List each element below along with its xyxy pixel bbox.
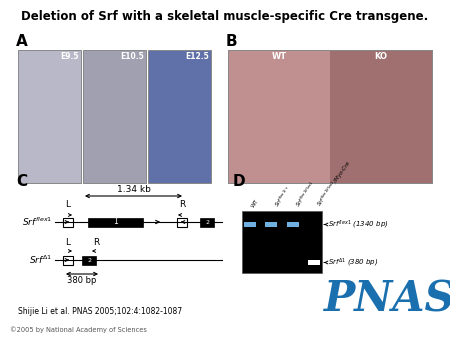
Text: $Srf^{flex1/flex1}$: $Srf^{flex1/flex1}$ — [294, 179, 319, 209]
Text: 2: 2 — [87, 258, 91, 263]
Bar — [308, 260, 320, 265]
Bar — [177, 217, 187, 226]
Text: R: R — [93, 238, 99, 247]
Bar — [88, 217, 143, 226]
Bar — [228, 50, 330, 183]
Bar — [18, 50, 81, 183]
Text: E9.5: E9.5 — [60, 52, 79, 61]
Text: $Srf^{flex1}$ (1340 bp): $Srf^{flex1}$ (1340 bp) — [328, 218, 388, 231]
Text: ©2005 by National Academy of Sciences: ©2005 by National Academy of Sciences — [10, 326, 147, 333]
Text: C: C — [16, 174, 27, 189]
Bar — [148, 50, 211, 183]
Bar — [228, 50, 432, 183]
Bar — [228, 50, 432, 183]
Bar — [83, 50, 146, 183]
Bar — [82, 256, 96, 265]
Text: 1: 1 — [113, 217, 118, 226]
Text: E10.5: E10.5 — [120, 52, 144, 61]
Text: Deletion of Srf with a skeletal muscle-specific Cre transgene.: Deletion of Srf with a skeletal muscle-s… — [22, 10, 428, 23]
Text: E12.5: E12.5 — [185, 52, 209, 61]
Bar — [244, 222, 256, 227]
Text: A: A — [16, 34, 28, 49]
Bar — [63, 256, 73, 265]
Text: 2: 2 — [205, 219, 209, 224]
Bar — [200, 217, 214, 226]
Bar — [242, 211, 322, 273]
Text: WT: WT — [251, 199, 260, 209]
Text: Shijie Li et al. PNAS 2005;102:4:1082-1087: Shijie Li et al. PNAS 2005;102:4:1082-10… — [18, 307, 182, 316]
Text: R: R — [179, 200, 185, 209]
Text: WT: WT — [271, 52, 287, 61]
Text: $Srf^{\Delta1}$: $Srf^{\Delta1}$ — [29, 254, 52, 266]
Text: L: L — [66, 200, 71, 209]
Bar — [287, 222, 299, 227]
Text: D: D — [233, 174, 246, 189]
Text: PNAS: PNAS — [324, 278, 450, 320]
Text: B: B — [226, 34, 238, 49]
Text: $Srf^{\Delta1}$ (380 bp): $Srf^{\Delta1}$ (380 bp) — [328, 256, 378, 269]
Bar — [330, 50, 432, 183]
Bar — [266, 222, 277, 227]
Text: $Srf^{flex1/flex1}$/Myo-Cre: $Srf^{flex1/flex1}$/Myo-Cre — [315, 158, 355, 209]
Text: KO: KO — [374, 52, 387, 61]
Text: 380 bp: 380 bp — [68, 276, 97, 285]
Text: L: L — [66, 238, 71, 247]
Bar — [63, 217, 73, 226]
Text: $Srf^{flex1/+}$: $Srf^{flex1/+}$ — [272, 184, 294, 209]
Text: 1.34 kb: 1.34 kb — [117, 185, 150, 194]
Text: $Srf^{flex1}$: $Srf^{flex1}$ — [22, 216, 52, 228]
